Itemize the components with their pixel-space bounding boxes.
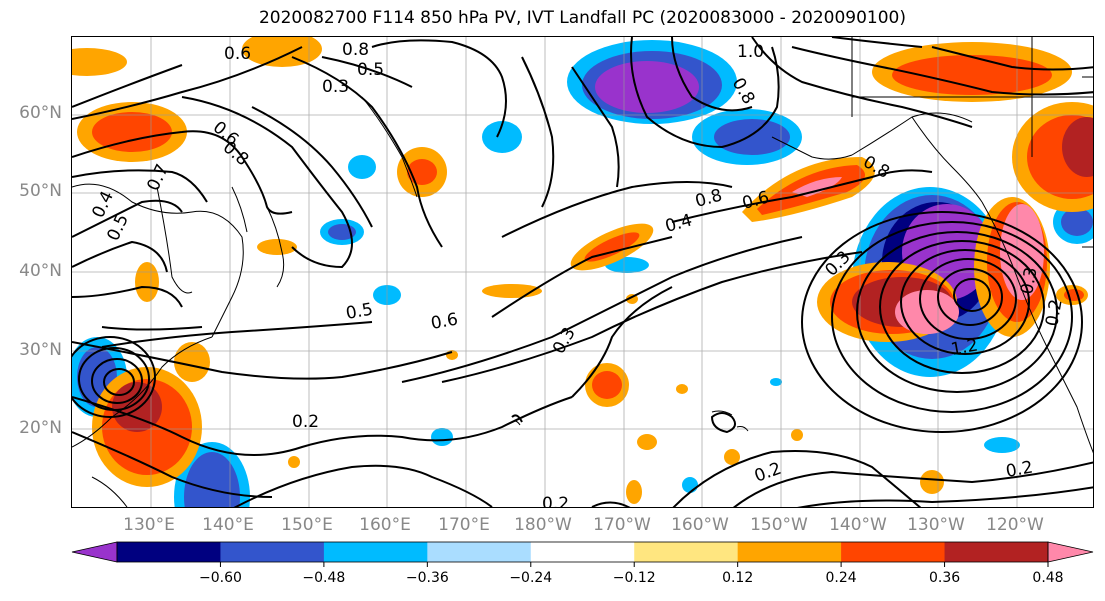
pc-contours xyxy=(72,37,1093,507)
contour-label: 0.7 xyxy=(143,161,173,194)
lat-label-20: 20°N xyxy=(19,418,62,438)
lon-label-170e: 170°E xyxy=(438,515,490,535)
colorbar-tick-label: 0.24 xyxy=(826,570,857,586)
contour-label: 0.2 xyxy=(542,494,569,508)
colorbar-extend-low xyxy=(71,541,118,563)
colorbar-segment xyxy=(841,542,946,562)
colorbar-tick-label: 0.36 xyxy=(929,570,960,586)
lon-label-140w: 140°W xyxy=(829,515,887,535)
colorbar-segment xyxy=(530,542,635,562)
colorbar-tick-label: −0.60 xyxy=(199,570,242,586)
contour-label: 0.3 xyxy=(322,77,349,97)
contour-label: 0.2 xyxy=(1004,458,1034,482)
colorbar-segment xyxy=(737,542,842,562)
contour-label: 0.3 xyxy=(1017,266,1041,296)
colorbar-segment xyxy=(117,542,221,562)
lat-label-40: 40°N xyxy=(19,261,62,281)
pv-ivt-map: 0.6 0.8 0.5 0.3 0.6 0.8 0.7 0.4 0.5 0.8 … xyxy=(72,37,1093,508)
contour-label: 0.8 xyxy=(342,40,369,60)
colorbar-tick-label: −0.48 xyxy=(302,570,345,586)
colorbar-segment xyxy=(220,542,325,562)
colorbar-segment xyxy=(323,542,428,562)
contour-label: 0.2 xyxy=(1042,298,1066,328)
contour-label: 0.8 xyxy=(693,186,724,212)
contour-label: 0.3 xyxy=(549,324,580,357)
lon-label-160e: 160°E xyxy=(359,515,411,535)
lon-label-140e: 140°E xyxy=(202,515,254,535)
contour-label: 1.2 xyxy=(949,336,979,360)
colorbar-tick-label: 0.48 xyxy=(1032,570,1063,586)
lon-label-120w: 120°W xyxy=(986,515,1044,535)
contour-label: 0.6 xyxy=(224,44,251,64)
contour-label: 1.0 xyxy=(737,42,764,62)
map-title: 2020082700 F114 850 hPa PV, IVT Landfall… xyxy=(258,8,906,28)
lon-label-130w: 130°W xyxy=(907,515,965,535)
colorbar-tick-label: −0.36 xyxy=(406,570,449,586)
colorbar-segment xyxy=(634,542,739,562)
contour-label: 0.2 xyxy=(292,412,319,432)
contour-label: 0.4 xyxy=(663,211,694,237)
map-panel: 0.6 0.8 0.5 0.3 0.6 0.8 0.7 0.4 0.5 0.8 … xyxy=(71,36,1094,508)
colorbar-ticks: −0.60 −0.48 −0.36 −0.24 −0.12 0.12 0.24 0.36 0.4… xyxy=(199,562,1064,586)
colorbar-segment xyxy=(427,542,532,562)
lon-label-170w: 170°W xyxy=(593,515,651,535)
lon-label-160w: 160°W xyxy=(671,515,729,535)
lon-label-150w: 150°W xyxy=(750,515,808,535)
contour-label: 0.5 xyxy=(357,60,384,80)
contour-label: 0.5 xyxy=(344,300,374,324)
colorbar-tick-label: −0.24 xyxy=(509,570,552,586)
contour-label: 0.6 xyxy=(429,310,459,334)
lat-label-30: 30°N xyxy=(19,340,62,360)
lat-label-50: 50°N xyxy=(19,181,62,201)
contour-labels: 0.6 0.8 0.5 0.3 0.6 0.8 0.7 0.4 0.5 0.8 … xyxy=(88,40,1066,508)
coastlines xyxy=(72,37,1093,507)
positive-pv-shading xyxy=(72,37,1093,504)
negative-pv-shading xyxy=(72,40,1093,507)
lon-label-180w: 180°W xyxy=(514,515,572,535)
colorbar-tick-label: 0.12 xyxy=(722,570,753,586)
colorbar-segments xyxy=(71,541,1094,563)
colorbar-tick-label: −0.12 xyxy=(613,570,656,586)
colorbar-outline xyxy=(116,541,1049,563)
colorbar-segment xyxy=(944,542,1049,562)
lon-label-130e: 130°E xyxy=(123,515,175,535)
lon-label-150e: 150°E xyxy=(281,515,333,535)
colorbar-extend-high xyxy=(1047,541,1094,563)
lat-label-60: 60°N xyxy=(19,103,62,123)
